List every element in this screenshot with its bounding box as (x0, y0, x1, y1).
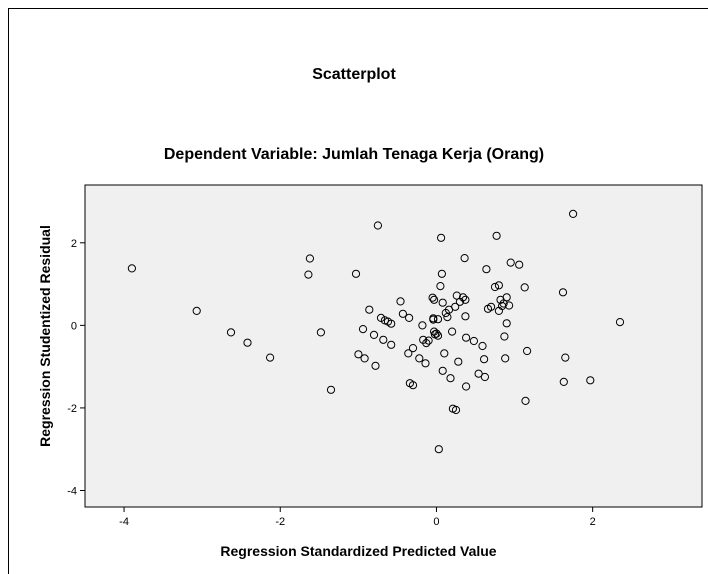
x-tick-label: 2 (590, 516, 596, 528)
data-point (523, 346, 532, 356)
chart-title: Scatterplot (312, 66, 396, 83)
data-point (433, 315, 443, 324)
data-point (500, 332, 509, 341)
data-point (443, 313, 452, 322)
data-point (502, 293, 511, 302)
data-point (354, 350, 363, 359)
y-tick-label: -2 (67, 403, 77, 415)
data-points (127, 209, 625, 454)
data-point (408, 381, 418, 390)
data-point (451, 302, 460, 311)
data-point (521, 396, 530, 405)
data-point (369, 330, 379, 339)
data-point (371, 361, 380, 370)
data-point (487, 302, 496, 311)
data-point (404, 349, 413, 358)
data-point (226, 328, 236, 337)
y-tick-label: 0 (71, 320, 77, 332)
data-point (127, 264, 136, 273)
data-point (351, 269, 361, 278)
data-point (405, 313, 414, 322)
data-point (454, 357, 463, 366)
data-point (482, 265, 491, 274)
data-point (415, 354, 424, 363)
data-point (515, 260, 524, 269)
data-point (474, 369, 483, 378)
chart-frame (8, 8, 708, 574)
x-tick-label: -4 (119, 516, 129, 528)
data-point (428, 293, 437, 302)
data-point (492, 231, 501, 240)
data-point (615, 318, 625, 327)
data-point (460, 254, 469, 263)
data-point (266, 353, 275, 362)
data-point (326, 385, 336, 394)
plot-area (84, 184, 703, 508)
data-point (438, 298, 447, 307)
data-point (398, 309, 407, 318)
data-point (438, 366, 447, 375)
axes: -4 -2 0 2 -4 -2 0 2 (67, 238, 596, 528)
data-point (494, 281, 503, 290)
data-point (462, 382, 471, 391)
data-point (458, 293, 468, 302)
data-point (436, 282, 445, 291)
data-point (501, 354, 510, 363)
x-axis-title: Regression Standardized Predicted Value (220, 543, 496, 559)
x-tick-label: -2 (275, 516, 285, 528)
data-point (422, 339, 431, 348)
data-point (446, 374, 455, 383)
data-point (478, 341, 487, 351)
data-point (305, 254, 314, 263)
data-point (502, 319, 511, 328)
data-point (461, 312, 470, 321)
data-point (430, 295, 439, 304)
y-tick-label: -4 (67, 485, 77, 497)
data-point (437, 269, 446, 278)
x-tick-label: 0 (433, 516, 439, 528)
data-point (558, 288, 568, 297)
data-point (561, 353, 570, 362)
data-point (569, 209, 578, 218)
data-point (469, 336, 478, 346)
data-point (387, 319, 396, 328)
data-point (480, 355, 489, 364)
data-point (437, 233, 446, 242)
data-point (192, 306, 201, 315)
data-point (418, 321, 427, 330)
data-point (396, 297, 405, 306)
data-point (586, 376, 595, 385)
data-point (490, 282, 500, 292)
data-point (379, 335, 388, 344)
data-point (365, 305, 374, 314)
data-point (520, 283, 529, 292)
data-point (462, 333, 471, 342)
chart-subtitle: Dependent Variable: Jumlah Tenaga Kerja … (163, 146, 545, 163)
data-point (480, 372, 489, 382)
data-point (408, 344, 418, 353)
data-point (432, 329, 441, 338)
y-tick-label: 2 (71, 238, 77, 250)
data-point (559, 377, 568, 386)
data-point (506, 258, 515, 267)
data-point (429, 315, 438, 324)
data-point (424, 336, 433, 345)
data-point (461, 295, 470, 304)
data-point (316, 328, 325, 337)
data-point (360, 354, 369, 363)
data-point (434, 445, 443, 454)
data-point (451, 405, 461, 415)
data-point (448, 327, 457, 336)
data-point (440, 349, 449, 358)
data-point (304, 270, 313, 279)
data-point (373, 221, 382, 230)
y-axis-title: Regression Studentized Residual (37, 225, 53, 447)
data-point (421, 359, 430, 368)
data-point (433, 331, 443, 340)
data-point (387, 340, 396, 349)
data-point (505, 301, 514, 310)
data-point (358, 325, 368, 334)
data-point (243, 338, 252, 347)
